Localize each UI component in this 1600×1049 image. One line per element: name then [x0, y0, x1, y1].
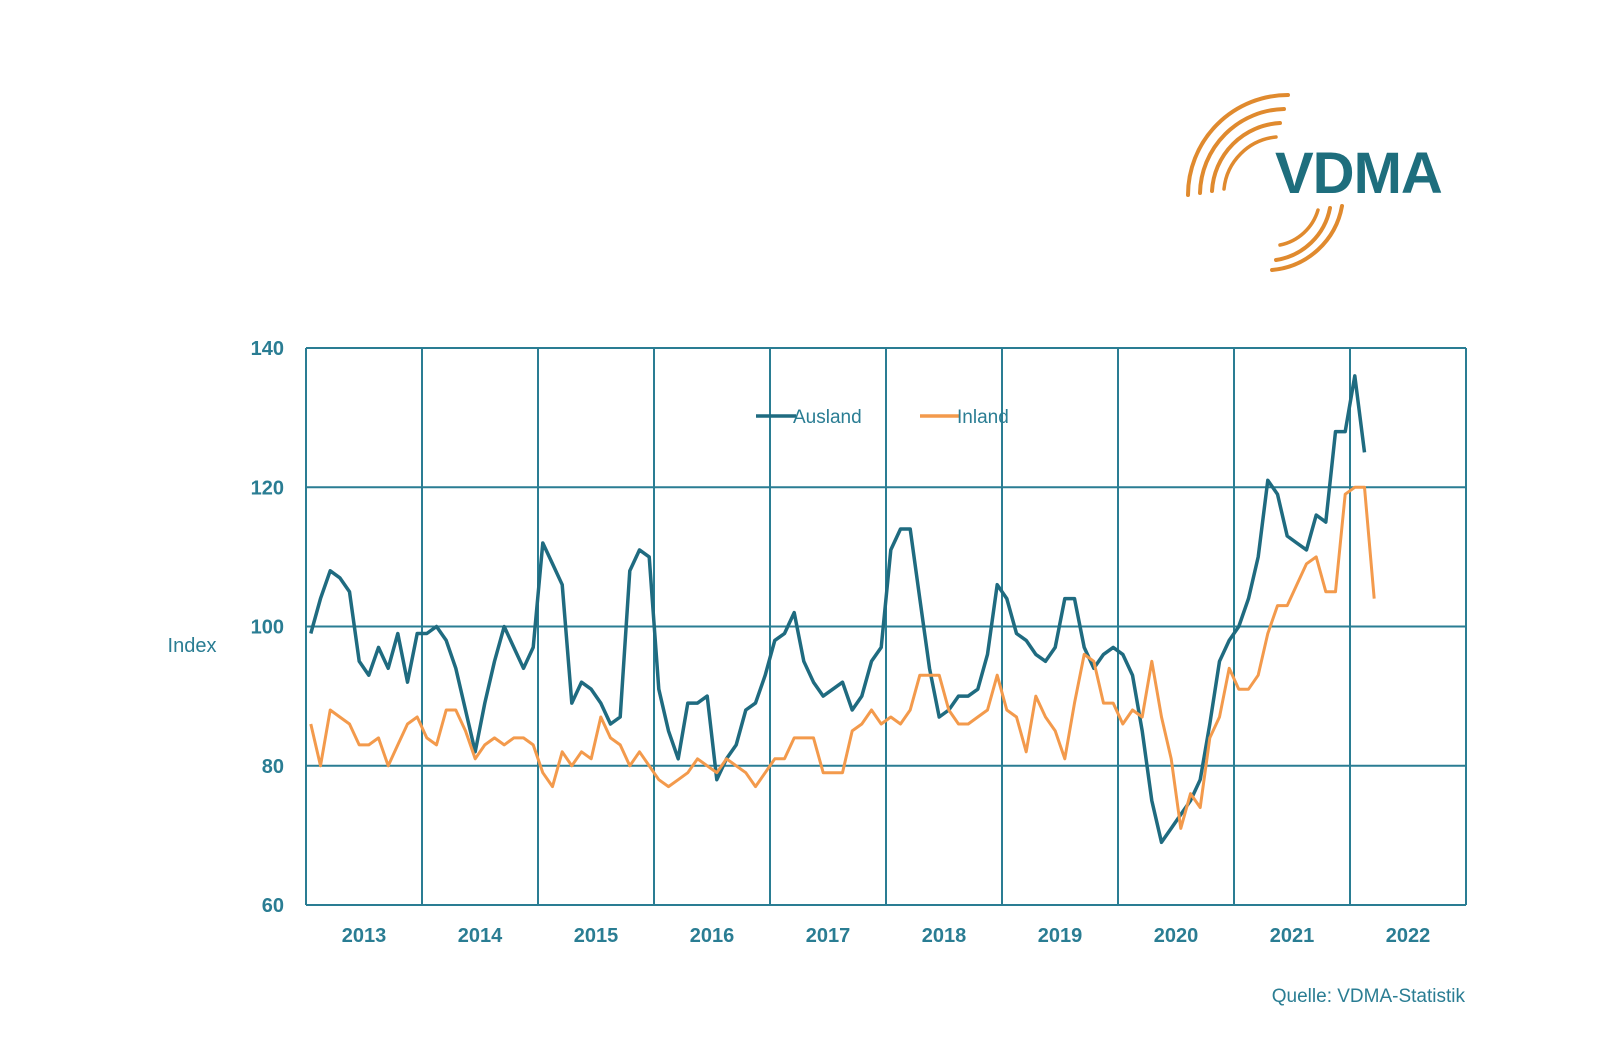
- y-axis-label: Index: [168, 635, 217, 657]
- y-tick-label: 80: [262, 756, 284, 778]
- y-tick-label: 140: [251, 338, 284, 360]
- x-tick-label: 2022: [1386, 925, 1431, 947]
- x-tick-label: 2017: [806, 925, 851, 947]
- x-tick-label: 2013: [342, 925, 387, 947]
- source-note: Quelle: VDMA-Statistik: [1271, 986, 1465, 1007]
- logo-arcs-icon: [1186, 93, 1344, 272]
- legend-label-ausland: Ausland: [793, 407, 862, 428]
- x-tick-label: 2021: [1270, 925, 1315, 947]
- legend-label-inland: Inland: [957, 407, 1009, 428]
- x-tick-label: 2019: [1038, 925, 1083, 947]
- x-tick-label: 2020: [1154, 925, 1199, 947]
- y-tick-label: 100: [251, 617, 284, 639]
- logo-text: VDMA: [1275, 141, 1443, 206]
- x-tick-label: 2014: [458, 925, 503, 947]
- x-tick-label: 2016: [690, 925, 735, 947]
- x-tick-label: 2018: [922, 925, 967, 947]
- vdma-logo: VDMA: [1180, 85, 1480, 275]
- y-tick-label: 120: [251, 477, 284, 499]
- y-tick-label: 60: [262, 895, 284, 917]
- x-tick-label: 2015: [574, 925, 619, 947]
- series-line-inland: [309, 485, 1376, 830]
